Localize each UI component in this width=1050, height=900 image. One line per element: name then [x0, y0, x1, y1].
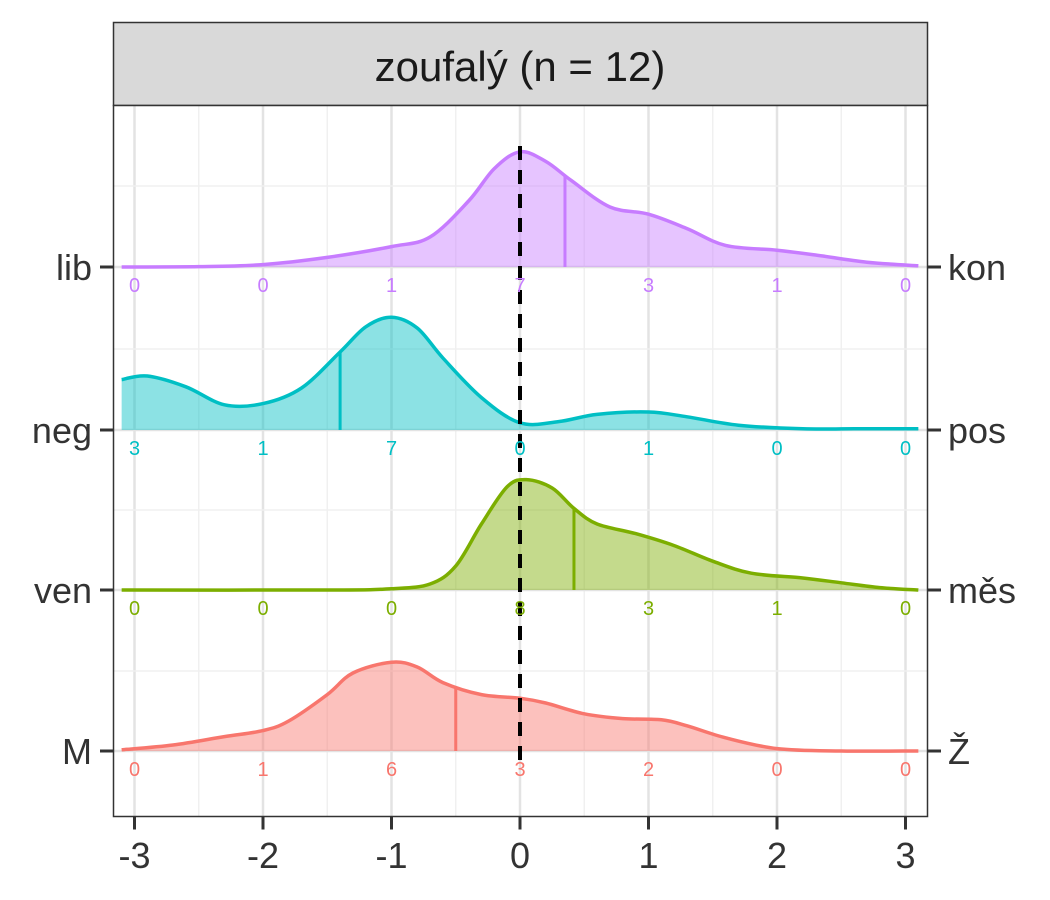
count-label: 0 — [771, 759, 782, 781]
x-tick-label: -1 — [375, 835, 407, 876]
count-label: 0 — [900, 275, 911, 297]
count-label: 0 — [900, 598, 911, 620]
y-label-right: kon — [948, 247, 1006, 288]
x-tick-label: 0 — [510, 835, 530, 876]
count-label: 6 — [386, 759, 397, 781]
count-label: 1 — [771, 275, 782, 297]
ridge-line — [121, 477, 919, 592]
count-label: 0 — [257, 598, 268, 620]
count-label: 1 — [643, 438, 654, 460]
count-label: 0 — [771, 438, 782, 460]
y-label-left: lib — [56, 247, 92, 288]
ridge-line — [121, 149, 919, 269]
ridge-neg-pos — [121, 315, 919, 431]
axes: lib kon neg pos ven měs M Ž -3 -2 -1 0 1 2 3 — [32, 247, 1016, 876]
count-label: 3 — [643, 598, 654, 620]
ridge-line — [121, 660, 919, 753]
ridge-area — [121, 317, 919, 430]
count-label: 0 — [257, 275, 268, 297]
count-label: 0 — [900, 438, 911, 460]
y-label-left: neg — [32, 410, 92, 451]
count-label: 0 — [129, 598, 140, 620]
y-label-left: M — [62, 731, 92, 772]
count-labels: 0 0 1 7 3 1 0 3 1 7 0 1 0 0 0 0 0 8 3 1 0 0 1 6 3 2 0 0 — [129, 275, 911, 781]
y-label-right: Ž — [948, 731, 970, 772]
count-label: 3 — [129, 438, 140, 460]
panel-strip — [112, 21, 929, 107]
y-label-right: pos — [948, 410, 1006, 451]
count-label: 8 — [514, 598, 525, 620]
y-label-left: ven — [34, 570, 92, 611]
count-label: 2 — [643, 759, 654, 781]
panel-title: zoufalý (n = 12) — [375, 43, 666, 90]
count-label: 7 — [514, 275, 525, 297]
ridge-area — [121, 151, 919, 267]
x-tick-label: -3 — [118, 835, 150, 876]
count-label: 1 — [771, 598, 782, 620]
ridge-lib-kon — [121, 149, 919, 269]
count-label: 0 — [129, 275, 140, 297]
count-label: 3 — [643, 275, 654, 297]
count-label: 3 — [514, 759, 525, 781]
count-label: 7 — [386, 438, 397, 460]
x-tick-label: 3 — [895, 835, 915, 876]
x-tick-label: 2 — [767, 835, 787, 876]
count-label: 1 — [386, 275, 397, 297]
count-label: 1 — [257, 759, 268, 781]
count-label: 1 — [257, 438, 268, 460]
count-label: 0 — [900, 759, 911, 781]
ridge-line — [121, 315, 919, 431]
x-tick-label: -2 — [247, 835, 279, 876]
y-label-right: měs — [948, 570, 1016, 611]
x-tick-label: 1 — [638, 835, 658, 876]
count-label: 0 — [129, 759, 140, 781]
count-label: 0 — [386, 598, 397, 620]
count-label: 0 — [514, 438, 525, 460]
